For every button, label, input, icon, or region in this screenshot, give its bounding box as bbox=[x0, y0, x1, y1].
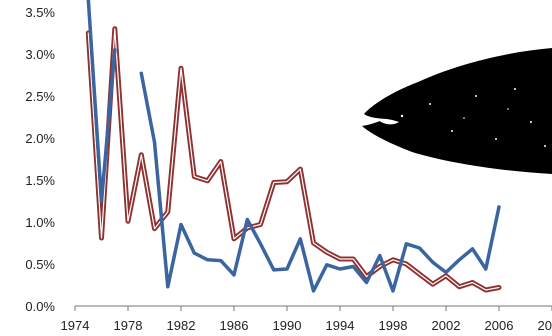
x-tick-label: 2002 bbox=[432, 318, 461, 333]
y-tick-label: 2.0% bbox=[25, 131, 55, 146]
x-tick-label: 1982 bbox=[167, 318, 196, 333]
y-tick-label: 3.5% bbox=[25, 5, 55, 20]
y-tick-label: 0.0% bbox=[25, 299, 55, 314]
y-tick-label: 1.5% bbox=[25, 173, 55, 188]
x-tick-label: 1986 bbox=[220, 318, 249, 333]
x-axis-ticks: 1974 1978 1982 1986 1990 1994 1998 2002 2006 2010 bbox=[61, 306, 552, 333]
series-blue-line bbox=[86, 0, 501, 293]
series-blue-segment bbox=[86, 0, 117, 203]
y-tick-label: 2.5% bbox=[25, 89, 55, 104]
y-axis-ticks: 0.0% 0.5% 1.0% 1.5% 2.0% 2.5% 3.0% 3.5% bbox=[25, 5, 55, 314]
series-layer bbox=[85, 0, 502, 293]
series-red-line bbox=[85, 26, 502, 293]
x-tick-label: 1990 bbox=[273, 318, 302, 333]
series-red-inner bbox=[87, 28, 500, 291]
x-tick-label: 2010 bbox=[538, 318, 552, 333]
y-tick-label: 1.0% bbox=[25, 215, 55, 230]
x-tick-label: 1998 bbox=[379, 318, 408, 333]
x-tick-label: 1994 bbox=[326, 318, 355, 333]
x-tick-label: 2006 bbox=[485, 318, 514, 333]
x-tick-label: 1974 bbox=[61, 318, 90, 333]
y-tick-label: 3.0% bbox=[25, 47, 55, 62]
black-fish-silhouette-icon bbox=[362, 48, 552, 174]
x-tick-label: 1978 bbox=[114, 318, 143, 333]
y-tick-label: 0.5% bbox=[25, 257, 55, 272]
series-blue-segment bbox=[139, 71, 501, 293]
